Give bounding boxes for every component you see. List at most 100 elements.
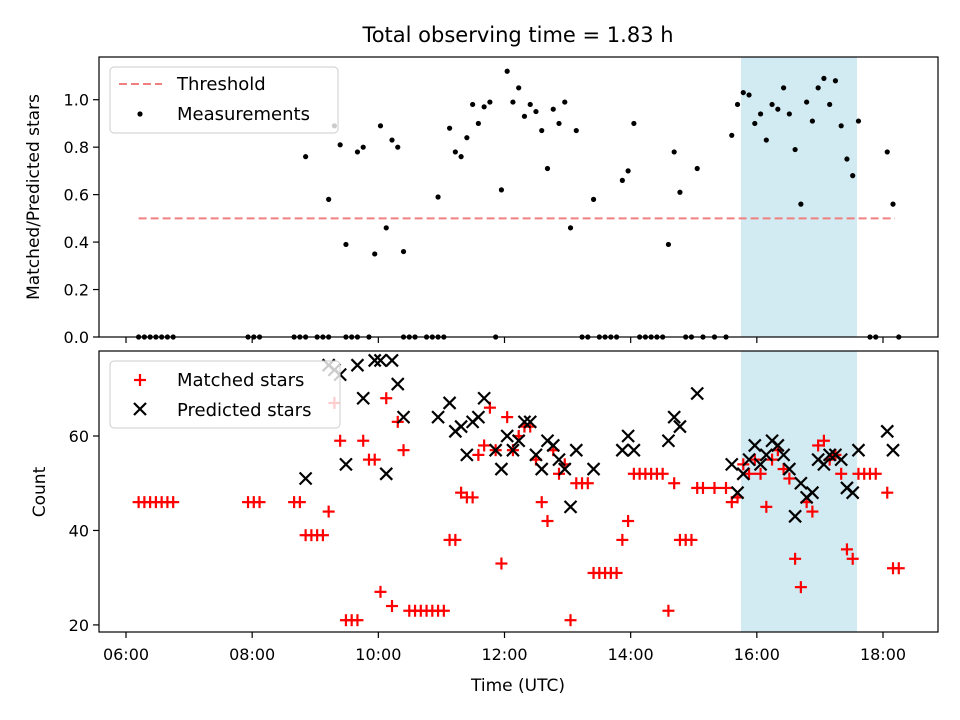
- measurement-point: [389, 137, 395, 143]
- predicted-star-point: [385, 353, 399, 368]
- y-tick-label: 0.0: [64, 328, 89, 347]
- predicted-star-point: [546, 438, 561, 453]
- matched-star-point: [253, 496, 266, 509]
- matched-legend-swatch: [134, 374, 146, 386]
- matched-star-point: [622, 515, 635, 528]
- matched-star-point: [316, 529, 329, 542]
- predicted-star-point: [627, 443, 641, 457]
- measurement-point: [815, 85, 821, 91]
- matched-star-point: [374, 585, 387, 598]
- predicted-star-point: [834, 452, 848, 467]
- predicted-star-point: [817, 457, 831, 472]
- predicted-star-point: [511, 433, 526, 448]
- predicted-star-point: [724, 457, 739, 472]
- predicted-star-point: [557, 462, 572, 476]
- predicted-star-point: [788, 509, 802, 524]
- predicted-star-point: [673, 419, 687, 434]
- y-tick-label: 0.2: [64, 281, 89, 300]
- measurement-point: [734, 101, 741, 108]
- y-tick-label: 0.4: [64, 233, 89, 252]
- measurement-point: [665, 241, 672, 248]
- measurement-point: [400, 248, 407, 255]
- measurement-point: [498, 187, 505, 193]
- measurement-point: [395, 144, 401, 150]
- measurements-legend-label: Measurements: [177, 104, 310, 125]
- measurement-point: [809, 118, 815, 124]
- predicted-star-point: [350, 358, 365, 372]
- measurement-point: [475, 120, 481, 127]
- measurement-point: [838, 123, 844, 129]
- matched-star-point: [535, 496, 548, 509]
- measurement-point: [694, 165, 700, 172]
- measurement-point: [337, 142, 343, 148]
- predicted-star-point: [748, 438, 762, 453]
- matched-star-point: [783, 472, 796, 485]
- matched-star-point: [708, 481, 721, 494]
- threshold-legend-label: Threshold: [176, 74, 266, 95]
- measurement-point: [769, 101, 775, 108]
- predicted-star-point: [390, 377, 405, 391]
- matched-star-point: [616, 533, 629, 546]
- count-axes-frame: [98, 350, 939, 633]
- predicted-star-point: [782, 462, 797, 476]
- matched-star-point: [564, 614, 577, 627]
- predicted-star-point: [886, 443, 900, 457]
- predicted-star-point: [552, 452, 566, 467]
- measurement-point: [343, 241, 349, 248]
- count-legend: Matched stars Predicted stars: [109, 360, 341, 429]
- measurement-point: [446, 125, 453, 131]
- matched-star-point: [806, 505, 819, 518]
- predicted-star-point: [805, 485, 820, 500]
- matched-star-point: [662, 604, 675, 617]
- matched-star-point: [840, 543, 853, 556]
- measurement-point: [844, 156, 850, 162]
- matched-star-point: [685, 533, 698, 546]
- measurement-point: [470, 101, 476, 108]
- matched-star-point: [789, 552, 802, 565]
- measurement-point: [590, 196, 597, 202]
- x-tick-label: 14:00: [608, 645, 654, 664]
- predicted-star-point: [586, 462, 601, 476]
- predicted-star-point: [500, 429, 514, 443]
- predicted-star-point: [771, 438, 785, 453]
- measurement-point: [792, 146, 798, 153]
- measurement-point: [746, 92, 752, 98]
- x-tick-label: 16:00: [734, 645, 780, 664]
- predicted-star-point: [742, 452, 756, 467]
- matched-star-point: [357, 434, 370, 447]
- predicted-star-point: [488, 443, 503, 457]
- predicted-star-point: [442, 396, 457, 410]
- measurement-point: [631, 120, 637, 127]
- matched-star-point: [501, 411, 514, 424]
- measurement-point: [360, 144, 366, 150]
- count-y-axis-label: Count: [30, 466, 50, 517]
- measurement-point: [729, 132, 735, 138]
- measurement-point: [827, 101, 833, 108]
- predicted-star-point: [759, 448, 774, 462]
- ratio-y-ticks: 0.0 0.2 0.4 0.6 0.8 1.0: [64, 91, 99, 347]
- matched-star-point: [495, 557, 508, 570]
- measurement-point: [850, 173, 856, 179]
- measurement-point: [752, 120, 758, 127]
- matched-star-point: [478, 439, 491, 452]
- measurement-point: [521, 113, 528, 119]
- measurement-point: [550, 106, 556, 112]
- matched-star-point: [668, 477, 681, 490]
- measurement-point: [544, 165, 551, 172]
- matched-star-point: [351, 614, 364, 627]
- predicted-star-point: [379, 467, 394, 481]
- matched-star-point: [293, 496, 306, 509]
- matched-star-point: [380, 392, 393, 405]
- measurement-point: [377, 123, 384, 129]
- measurement-point: [890, 201, 896, 207]
- highlight-band-bottom: [741, 351, 857, 632]
- matched-star-point: [760, 500, 773, 513]
- predicted-star-point: [753, 457, 768, 472]
- measurement-point: [775, 106, 781, 112]
- predicted-star-point: [431, 410, 445, 424]
- x-tick-label: 18:00: [860, 645, 906, 664]
- measurement-point: [504, 68, 510, 74]
- matched-star-point: [449, 533, 462, 546]
- y-tick-label: 1.0: [64, 91, 89, 110]
- measurement-point: [539, 127, 545, 134]
